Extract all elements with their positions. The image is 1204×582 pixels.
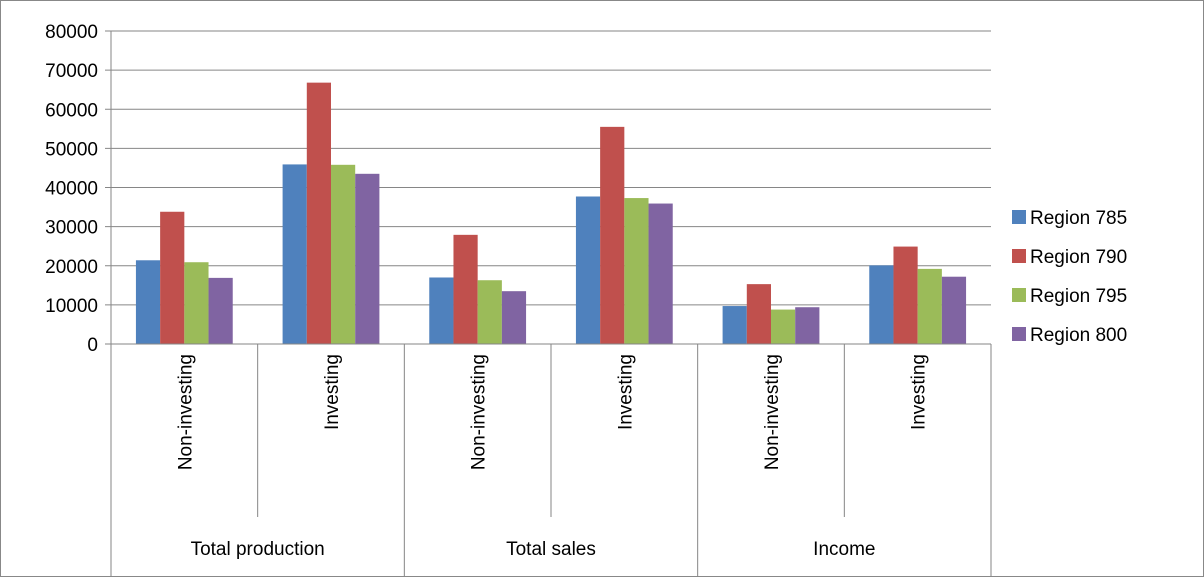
x-group-label: Income [813, 539, 875, 560]
legend-label: Region 785 [1030, 208, 1127, 229]
bar [355, 173, 380, 344]
y-tick-label: 10000 [45, 296, 98, 317]
bar [282, 164, 307, 344]
y-tick-label: 20000 [45, 257, 98, 278]
y-tick-label: 50000 [45, 139, 98, 160]
y-tick-label: 0 [87, 335, 98, 356]
bar [771, 309, 796, 344]
bar [893, 246, 918, 344]
bar [306, 82, 331, 345]
bar [575, 196, 601, 344]
bar [600, 126, 625, 344]
gridlines [111, 30, 991, 306]
bar [795, 307, 820, 344]
y-tick-label: 60000 [45, 100, 98, 121]
bar [722, 306, 747, 344]
bar [453, 234, 478, 344]
bar [331, 164, 356, 344]
legend-swatch [1012, 288, 1026, 302]
y-tick-label: 80000 [45, 22, 98, 43]
x-category-label: Investing [322, 354, 343, 430]
bar [160, 211, 185, 344]
bar [429, 277, 454, 344]
y-tick-label: 40000 [45, 179, 98, 200]
bar [624, 198, 649, 344]
legend-label: Region 800 [1030, 325, 1127, 346]
y-tick-label: 70000 [45, 61, 98, 82]
bars [135, 82, 967, 345]
bar [648, 203, 673, 344]
bar [941, 276, 967, 344]
bar [746, 284, 771, 344]
axes [105, 30, 992, 577]
bar [869, 265, 894, 344]
legend-swatch [1012, 210, 1026, 224]
legend-swatch [1012, 249, 1026, 263]
x-category-label: Non-investing [469, 354, 490, 470]
bar [208, 277, 233, 344]
x-category-label: Investing [909, 354, 930, 430]
y-axis-ticks: 0 10000 20000 30000 40000 50000 60000 70000 8000… [45, 22, 98, 356]
x-category-label: Non-investing [175, 354, 196, 470]
legend-swatch [1012, 327, 1026, 341]
legend-label: Region 795 [1030, 286, 1127, 307]
y-tick-label: 30000 [45, 218, 98, 239]
bar [477, 280, 502, 344]
x-axis-labels: Non-investing Investing Non-investing Inves… [175, 354, 929, 560]
x-group-label: Total sales [506, 539, 596, 560]
bar [135, 260, 161, 344]
bar [184, 262, 209, 344]
bar [917, 268, 942, 344]
bar [501, 291, 527, 344]
x-group-label: Total production [191, 539, 325, 560]
x-category-label: Non-investing [762, 354, 783, 470]
legend: Region 785 Region 790 Region 795 Region 800 [1012, 208, 1127, 346]
legend-label: Region 790 [1030, 247, 1127, 268]
x-category-label: Investing [615, 354, 636, 430]
